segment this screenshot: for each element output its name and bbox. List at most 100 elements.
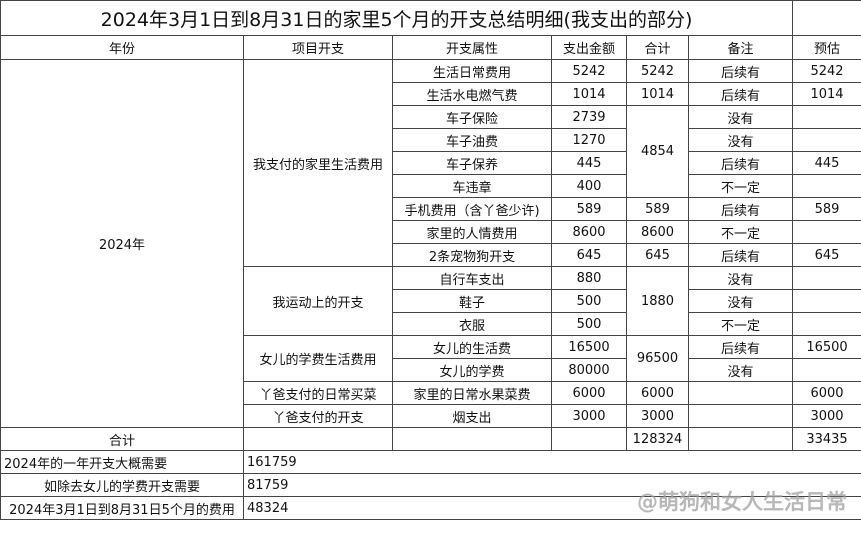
watermark: @萌狗和女人生活日常 [637,490,847,514]
item-cell: 车子保养 [392,151,552,175]
amount-cell: 1014 [551,82,627,106]
note-cell: 没有 [687,266,794,290]
item-cell: 自行车支出 [392,266,552,290]
column-header: 合计 [626,35,689,60]
amount-cell: 5242 [551,59,627,83]
item-cell: 车违章 [392,174,552,198]
summary-label: 如除去女儿的学费开支需要 [0,473,244,497]
column-header: 备注 [687,35,794,60]
item-cell: 家里的日常水果菜费 [392,381,552,405]
note-cell: 后续有 [687,82,794,106]
estimate-cell: 645 [792,243,861,267]
item-cell: 车子保险 [392,105,552,129]
subtotal-cell: 1880 [626,266,689,336]
subtotal-cell: 3000 [626,404,689,428]
table-row: 2024年 我支付的家里生活费用 生活日常费用 5242 5242 后续有 5242 [0,59,861,428]
subtotal-cell: 4854 [626,105,689,198]
table-row: 我运动上的开支 自行车支出 880 1880 没有 [1,266,861,336]
amount-cell: 80000 [551,358,627,382]
estimate-cell [792,128,861,152]
table-row: 丫爸支付的开支 烟支出 3000 3000 3000 [1,404,861,428]
total-label: 合计 [0,427,244,451]
note-cell: 后续有 [687,197,794,221]
column-header: 年份 [0,35,244,60]
summary-row: 如除去女儿的学费开支需要 81759 [0,473,861,497]
subtotal-cell: 96500 [626,335,689,382]
summary-value: 161759 [242,450,861,474]
item-cell: 2条宠物狗开支 [392,243,552,267]
estimate-cell [792,266,861,290]
table-row: 车子保险 2739 4854 没有 [1,105,861,198]
table-row: 鞋子 500 没有 [1,289,861,313]
table-row: 车子保养 445 后续有 445 [1,151,861,175]
estimate-cell: 6000 [792,381,861,405]
amount-cell: 2739 [551,105,627,129]
item-cell: 鞋子 [392,289,552,313]
estimate-cell [792,289,861,313]
note-cell [687,404,794,428]
note-cell [687,381,794,405]
table-row: 生活水电燃气费 1014 1014 后续有 1014 [1,82,861,106]
estimate-cell: 16500 [792,335,861,359]
total-sum: 128324 [626,427,689,451]
subtotal-cell: 589 [626,197,689,221]
estimate-cell [792,220,861,244]
subtotal-cell: 1014 [626,82,689,106]
summary-row: 2024年的一年开支大概需要 161759 [0,450,861,474]
table-title: 2024年3月1日到8月31日的家里5个月的开支总结明细(我支出的部分) [0,0,794,36]
empty-cell [551,427,627,451]
summary-row: 2024年3月1日到8月31日5个月的费用 48324 [0,496,861,520]
note-cell: 没有 [687,289,794,313]
summary-value: 48324 [242,496,861,520]
table-row: 车子油费 1270 没有 [1,128,861,152]
total-estimate: 33435 [792,427,861,451]
estimate-cell [792,312,861,336]
summary-value: 81759 [242,473,861,497]
amount-cell: 1270 [551,128,627,152]
table-row: 手机费用（含丫爸少许) 589 589 后续有 589 [1,197,861,221]
subtotal-cell: 6000 [626,381,689,405]
estimate-cell [792,174,861,198]
note-cell: 后续有 [687,59,794,83]
amount-cell: 645 [551,243,627,267]
note-cell: 后续有 [687,243,794,267]
item-cell: 生活日常费用 [392,59,552,83]
amount-cell: 3000 [551,404,627,428]
amount-cell: 400 [551,174,627,198]
note-cell: 没有 [687,105,794,129]
estimate-cell [792,358,861,382]
item-cell: 女儿的学费 [392,358,552,382]
amount-cell: 16500 [551,335,627,359]
total-row: 合计 128324 33435 [0,427,861,451]
category-cell: 丫爸支付的开支 [243,404,393,428]
item-cell: 女儿的生活费 [392,335,552,359]
estimate-cell: 445 [792,151,861,175]
year-cell: 2024年 [0,59,244,428]
category-cell: 我运动上的开支 [243,266,393,336]
item-cell: 生活水电燃气费 [392,82,552,106]
category-cell: 我支付的家里生活费用 [243,59,393,267]
estimate-cell [792,105,861,129]
amount-cell: 589 [551,197,627,221]
amount-cell: 445 [551,151,627,175]
summary-label: 2024年3月1日到8月31日5个月的费用 [0,496,244,520]
item-cell: 车子油费 [392,128,552,152]
column-header: 开支属性 [392,35,552,60]
empty-cell [392,427,552,451]
summary-label: 2024年的一年开支大概需要 [0,450,244,474]
category-cell: 丫爸支付的日常买菜 [243,381,393,405]
estimate-cell: 589 [792,197,861,221]
subtotal-cell: 645 [626,243,689,267]
estimate-cell: 1014 [792,82,861,106]
table-row: 女儿的学费生活费用 女儿的生活费 16500 96500 后续有 16500 [1,335,861,382]
item-cell: 衣服 [392,312,552,336]
note-cell: 不一定 [687,220,794,244]
estimate-cell: 5242 [792,59,861,83]
empty-cell [792,0,861,36]
note-cell: 后续有 [687,335,794,359]
note-cell: 没有 [687,358,794,382]
note-cell: 没有 [687,128,794,152]
item-cell: 手机费用（含丫爸少许) [392,197,552,221]
table-row: 2条宠物狗开支 645 645 后续有 645 [1,243,861,267]
